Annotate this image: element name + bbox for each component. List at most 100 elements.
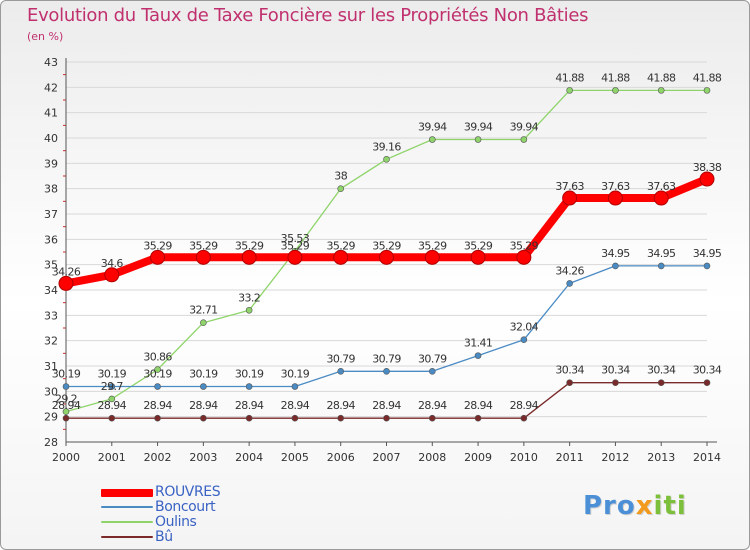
data-label-boncourt-2012: 34.95 <box>601 247 630 260</box>
legend-label-oulins: Oulins <box>155 514 197 530</box>
data-label-boncourt-2008: 30.79 <box>418 352 447 365</box>
data-point-bu-2005 <box>291 414 299 422</box>
data-label-oulins-2001: 29.7 <box>101 380 124 393</box>
data-label-bu-2005: 28.94 <box>281 399 310 412</box>
y-tick-label-36: 36 <box>44 233 58 246</box>
data-label-rouvres-2011: 37.63 <box>555 180 584 193</box>
data-label-bu-2014: 30.34 <box>693 364 722 377</box>
data-point-bu-2009 <box>474 414 482 422</box>
data-point-rouvres-2010 <box>516 249 532 265</box>
data-label-rouvres-2005: 35.29 <box>281 239 310 252</box>
data-point-rouvres-2004 <box>241 249 257 265</box>
y-tick-label-40: 40 <box>44 132 58 145</box>
logo-part-x: x <box>635 491 654 521</box>
data-point-oulins-2000 <box>62 408 70 415</box>
y-tick-label-35: 35 <box>44 259 58 272</box>
data-point-boncourt-2008 <box>428 368 436 375</box>
data-label-rouvres-2006: 35.29 <box>326 239 355 252</box>
data-label-oulins-2003: 32.71 <box>189 304 218 317</box>
x-tick-label-2010: 2010 <box>510 451 538 464</box>
data-point-oulins-2001 <box>108 395 116 403</box>
data-label-boncourt-2006: 30.79 <box>326 352 355 365</box>
data-label-boncourt-2009: 31.41 <box>464 337 493 350</box>
legend-label-rouvres: ROUVRES <box>155 484 221 500</box>
data-point-bu-2008 <box>428 414 436 422</box>
x-tick-label-2011: 2011 <box>556 451 584 464</box>
data-label-bu-2006: 28.94 <box>326 399 355 412</box>
data-point-rouvres-2006 <box>333 249 349 265</box>
data-label-oulins-2007: 39.16 <box>372 140 401 153</box>
data-point-bu-2007 <box>383 414 390 422</box>
y-tick-label-28: 28 <box>44 436 58 449</box>
data-point-boncourt-2007 <box>383 368 390 375</box>
data-label-boncourt-2010: 32.04 <box>510 321 539 334</box>
data-point-boncourt-2011 <box>566 280 573 287</box>
y-tick-label-39: 39 <box>44 157 58 170</box>
data-label-boncourt-2013: 34.95 <box>647 247 676 260</box>
data-point-boncourt-2014 <box>703 262 711 270</box>
data-point-boncourt-2010 <box>520 336 528 343</box>
data-label-bu-2007: 28.94 <box>372 399 401 412</box>
y-tick-label-34: 34 <box>44 284 58 297</box>
logo-part-iti: iti <box>653 491 687 521</box>
data-point-bu-2010 <box>520 414 528 422</box>
logo-part-pro: Pro <box>583 491 636 521</box>
data-label-boncourt-2003: 30.19 <box>189 368 218 381</box>
data-label-oulins-2006: 38 <box>334 170 347 183</box>
data-point-rouvres-2001 <box>104 267 120 283</box>
x-tick-label-2007: 2007 <box>373 451 401 464</box>
data-label-oulins-2009: 39.94 <box>464 121 493 134</box>
data-label-boncourt-2014: 34.95 <box>693 247 722 260</box>
data-label-oulins-2002: 30.86 <box>143 351 172 364</box>
y-tick-label-33: 33 <box>44 309 58 322</box>
data-point-rouvres-2007 <box>379 249 394 265</box>
axes: 28 29 30 31 32 33 34 35 36 37 38 39 40 41 42 43 2000 2001… <box>44 56 721 464</box>
data-label-bu-2004: 28.94 <box>235 399 264 412</box>
x-tick-label-2014: 2014 <box>693 451 721 464</box>
proxiti-logo: Proxiti <box>583 491 687 521</box>
data-point-boncourt-2013 <box>657 262 665 270</box>
data-point-rouvres-2014 <box>699 171 715 187</box>
data-label-oulins-2014: 41.88 <box>693 71 722 84</box>
y-tick-label-30: 30 <box>44 385 58 398</box>
legend-label-bu: Bû <box>155 529 173 545</box>
data-label-oulins-2004: 33.2 <box>238 291 260 304</box>
data-point-boncourt-2005 <box>291 383 299 390</box>
data-label-boncourt-2011: 34.26 <box>555 264 584 277</box>
data-label-rouvres-2012: 37.63 <box>601 180 630 193</box>
grid-lines <box>66 61 707 443</box>
data-label-rouvres-2010: 35.29 <box>510 239 539 252</box>
data-point-oulins-2003 <box>200 319 207 326</box>
legend-swatch-oulins <box>101 521 153 523</box>
data-label-bu-2012: 30.34 <box>601 364 630 377</box>
data-label-bu-2003: 28.94 <box>189 399 218 412</box>
x-tick-label-2009: 2009 <box>464 451 492 464</box>
y-tick-label-42: 42 <box>44 81 58 94</box>
data-label-rouvres-2003: 35.29 <box>189 239 218 252</box>
data-label-oulins-2012: 41.88 <box>601 71 630 84</box>
data-point-rouvres-2009 <box>470 249 486 265</box>
data-point-boncourt-2004 <box>245 383 253 390</box>
y-tick-label-31: 31 <box>44 360 58 373</box>
data-label-bu-2000: 28.94 <box>52 399 81 412</box>
y-tick-label-38: 38 <box>44 183 58 196</box>
data-point-rouvres-2002 <box>150 249 166 265</box>
data-point-oulins-2002 <box>154 366 161 373</box>
data-point-rouvres-2000 <box>58 275 74 291</box>
data-point-oulins-2006 <box>337 185 345 192</box>
data-point-boncourt-2009 <box>474 352 482 359</box>
series-lines <box>58 87 715 422</box>
data-point-bu-2013 <box>657 379 665 387</box>
data-point-bu-2002 <box>154 414 161 422</box>
data-label-boncourt-2002: 30.19 <box>143 368 172 381</box>
data-label-boncourt-2000: 30.19 <box>52 368 81 381</box>
data-point-oulins-2009 <box>474 136 482 143</box>
legend-label-boncourt: Boncourt <box>155 499 216 515</box>
data-label-rouvres-2000: 34.26 <box>52 265 81 278</box>
data-label-oulins-2008: 39.94 <box>418 121 447 134</box>
data-label-bu-2009: 28.94 <box>464 399 493 412</box>
data-point-oulins-2012 <box>612 87 619 94</box>
